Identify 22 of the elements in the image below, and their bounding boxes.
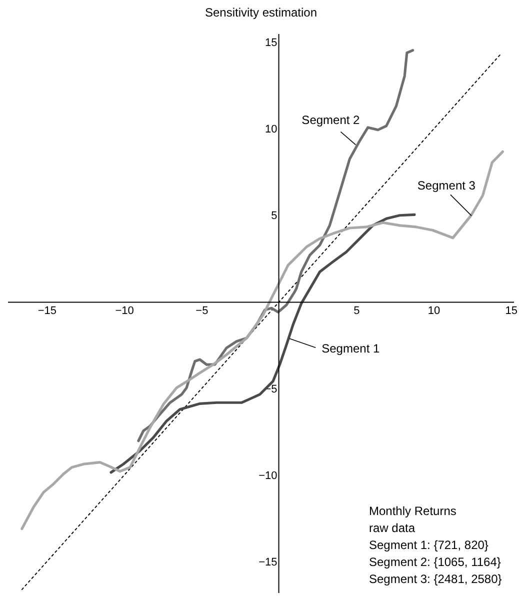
x-tick-label: −15 [38,304,57,317]
chart-title: Sensitivity estimation [204,6,318,20]
x-tick-label: 10 [428,304,440,317]
y-tick-label: 10 [265,124,278,136]
annotation: Segment 1 [322,342,380,356]
x-tick-label: 5 [354,304,360,317]
y-tick-label: −5 [264,383,278,396]
annotation: Segment 2 [302,112,360,127]
annotation: Monthly Returns [369,504,456,518]
y-tick-label: 15 [265,37,278,50]
x-tick-label: −10 [115,304,134,317]
annotation: Segment 2: {1065, 1164} [369,555,501,569]
x-tick-label: −5 [196,304,208,317]
y-tick-label: 5 [271,210,278,222]
annotation: Segment 3: {2481, 2580} [369,572,502,586]
annotation: raw data [369,521,416,535]
y-tick-label: −10 [258,470,278,482]
y-tick-label: −15 [258,556,278,568]
line-series [20,150,504,530]
annotation: Segment 1: {721, 820} [369,538,488,552]
x-tick-label: 15 [505,304,518,317]
annotation: Segment 3 [417,178,476,193]
